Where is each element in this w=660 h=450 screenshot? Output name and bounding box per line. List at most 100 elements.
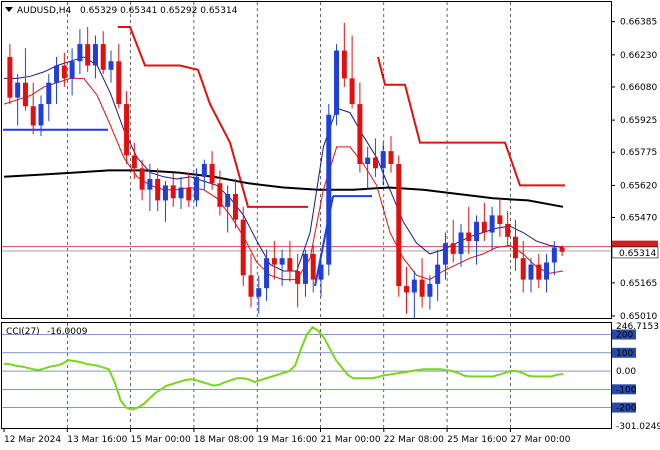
bear-candle (209, 164, 215, 184)
bear-candle (85, 44, 91, 66)
price-tick-label: 0.65165 (620, 279, 657, 289)
price-tick-label: 0.65470 (620, 214, 657, 224)
bear-candle (116, 61, 122, 105)
time-tick-label: 25 Mar 16:00 (447, 435, 507, 445)
bull-candle (178, 187, 184, 199)
bull-candle (77, 44, 83, 62)
bear-candle (396, 164, 402, 287)
signal-moving-average (3, 77, 564, 281)
cci-tick-label: 200 (616, 331, 633, 341)
bear-candle (372, 157, 378, 169)
bear-candle (186, 187, 192, 201)
bull-candle (147, 178, 153, 190)
bull-candle (326, 114, 332, 265)
bull-candle (334, 50, 340, 115)
bear-candle (341, 50, 347, 79)
price-tick-label: 0.65925 (620, 116, 657, 126)
bull-candle (54, 65, 60, 83)
bear-candle (217, 183, 223, 207)
chart-menu-icon[interactable] (5, 7, 13, 12)
bull-candle (279, 258, 285, 265)
cci-value: -16.0009 (47, 327, 88, 337)
time-tick-label: 18 Mar 08:00 (194, 435, 254, 445)
trailing-stop-line (118, 25, 308, 208)
ohlc-readout: 0.65329 0.65341 0.65292 0.65314 (80, 6, 238, 16)
bear-candle (497, 215, 503, 224)
cci-label: CCI(27) (6, 327, 40, 337)
bear-candle (349, 78, 355, 105)
bull-candle (411, 279, 417, 293)
trailing-stop-line (377, 56, 565, 187)
price-tick-label: 0.66230 (620, 51, 657, 61)
cci-level-tag (612, 329, 636, 340)
time-tick-label: 15 Mar 00:00 (131, 435, 191, 445)
bear-candle (131, 155, 137, 169)
cci-tick-label: -301.0249 (616, 422, 660, 432)
cci-level-tag (612, 384, 636, 395)
bull-candle (544, 262, 550, 280)
bull-candle (256, 288, 262, 297)
bull-candle (458, 232, 464, 254)
bear-candle (512, 236, 518, 259)
current-price-tag (611, 246, 659, 259)
cci-tick-label: -200 (616, 404, 637, 414)
bear-candle (388, 151, 394, 164)
bear-candle (232, 193, 238, 220)
time-tick-label: 12 Mar 2024 (4, 435, 61, 445)
bull-candle (435, 264, 441, 284)
bull-candle (108, 61, 114, 70)
bear-candle (295, 271, 301, 284)
bull-candle (201, 164, 207, 177)
cci-line (3, 325, 564, 411)
price-tick-label: 0.65775 (620, 148, 657, 158)
bull-candle (365, 157, 371, 164)
price-tick-label: 0.65620 (620, 181, 657, 191)
level-lines (2, 128, 611, 287)
bull-candle (264, 258, 270, 289)
price-tick-label: 0.66385 (620, 18, 657, 28)
bear-candle (404, 286, 410, 293)
bull-candle (225, 193, 231, 207)
bear-candle (310, 253, 316, 280)
cci-tick-label: 100 (616, 349, 633, 359)
price-axis: 0.66385 0.66230 0.66080 0.65925 0.65775 0.656… (611, 18, 659, 322)
price-tick-label: 0.65010 (620, 312, 657, 322)
bear-candle (139, 168, 145, 190)
bear-candle (240, 219, 246, 276)
bull-candle (380, 151, 386, 169)
cci-level-tag (612, 402, 636, 413)
cci-level-tag (612, 347, 636, 358)
bull-candle (318, 264, 324, 280)
bull-candle (194, 176, 200, 201)
cci-tick-label: -100 (616, 385, 637, 395)
bull-candle (474, 221, 480, 242)
bear-candle (22, 82, 28, 107)
bear-candle (505, 223, 511, 237)
bear-candle (100, 44, 106, 70)
long-moving-average (3, 169, 564, 208)
bull-candle (442, 243, 448, 265)
bear-candle (287, 258, 293, 272)
time-tick-label: 27 Mar 00:00 (510, 435, 570, 445)
bull-candle (162, 185, 168, 201)
bear-candle (30, 106, 36, 126)
bear-candle (155, 178, 161, 201)
bull-candle (302, 253, 308, 284)
cci-series (2, 325, 611, 411)
bull-candle (38, 104, 44, 126)
time-tick-label: 22 Mar 08:00 (384, 435, 444, 445)
time-tick-label: 21 Mar 00:00 (321, 435, 381, 445)
bull-candle (551, 247, 557, 263)
bear-candle (248, 275, 254, 297)
bear-candle (61, 65, 67, 79)
current-price-tag-label: 0.65314 (619, 249, 656, 259)
indicator-overlays (3, 25, 565, 281)
cci-tick-label: 246.7153 (616, 322, 659, 332)
bear-candle (536, 264, 542, 280)
bull-candle (427, 283, 433, 297)
bull-candle (92, 44, 98, 66)
bear-candle (357, 104, 363, 164)
price-tick-label: 0.66080 (620, 83, 657, 93)
bear-candle (466, 232, 472, 242)
